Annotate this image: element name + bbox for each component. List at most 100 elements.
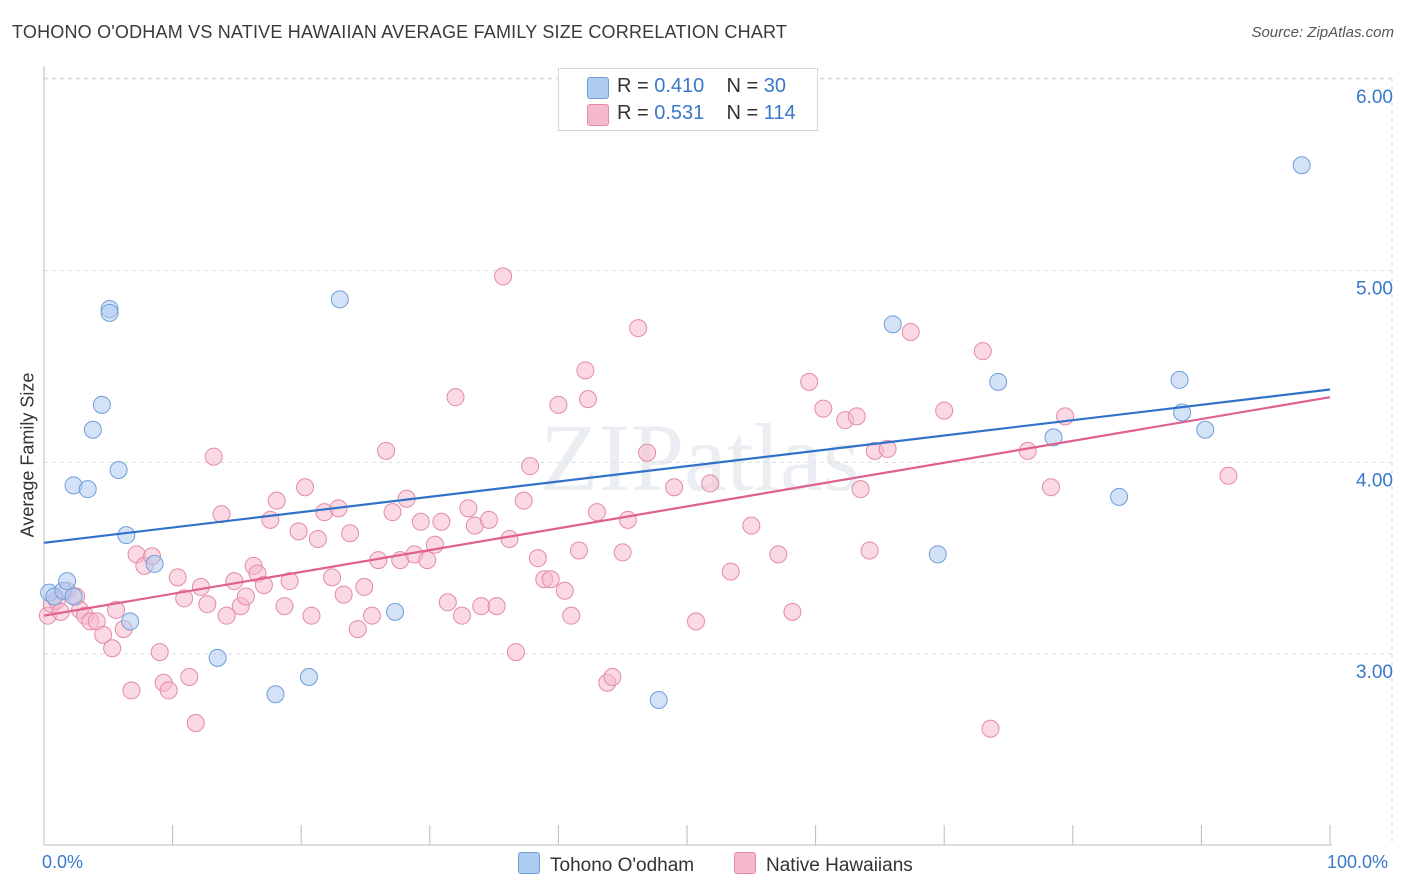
native-hawaiians-point [665, 478, 684, 497]
tohono-oodham-point [109, 461, 128, 479]
y-tick-label: 6.00 [1356, 87, 1393, 108]
legend-n-value: 114 [763, 102, 796, 124]
native-hawaiians-point [225, 572, 244, 591]
native-hawaiians-point [935, 401, 954, 420]
tohono-oodham-point [1170, 370, 1189, 389]
native-hawaiians-point [613, 543, 632, 562]
legend-swatch-series1 [587, 77, 609, 99]
native-hawaiians-point [878, 439, 897, 458]
y-tick-label: 4.00 [1356, 470, 1393, 491]
native-hawaiians-point [578, 390, 597, 409]
native-hawaiians-point [701, 474, 720, 493]
native-hawaiians-point [168, 568, 187, 587]
native-hawaiians-point [204, 447, 223, 466]
x-axis-max-label: 100.0% [1327, 852, 1389, 872]
native-hawaiians-point [186, 714, 205, 732]
native-hawaiians-point [261, 510, 280, 529]
tohono-oodham-point [208, 648, 227, 667]
native-hawaiians-point [587, 503, 606, 522]
native-hawaiians-point [302, 606, 321, 625]
native-hawaiians-point [576, 361, 595, 380]
y-tick-labels: 3.00 4.00 5.00 6.00 [1356, 87, 1393, 683]
native-hawaiians-point [742, 516, 761, 535]
native-hawaiians-point [569, 541, 588, 560]
bottom-legend-label-series2: Native Hawaiians [766, 855, 913, 876]
native-hawaiians-point [981, 719, 1000, 738]
native-hawaiians-point [175, 589, 194, 608]
legend-n-value: 30 [763, 75, 787, 97]
native-hawaiians-point [549, 395, 568, 414]
native-hawaiians-point [103, 639, 122, 658]
native-hawaiians-point [446, 388, 465, 407]
bottom-legend-series2: Native Hawaiians [734, 852, 913, 877]
tohono-oodham-point [100, 303, 119, 322]
bottom-legend-series1: Tohono O'odham [518, 852, 694, 877]
native-hawaiians-point [973, 342, 992, 361]
native-hawaiians-point [150, 643, 169, 662]
legend-swatch-series2 [587, 104, 609, 126]
chart-title: TOHONO O'ODHAM VS NATIVE HAWAIIAN AVERAG… [12, 22, 788, 42]
native-hawaiians-point [514, 491, 533, 510]
tohono-oodham-point [121, 612, 140, 631]
tohono-oodham-point [78, 480, 97, 499]
native-hawaiians-point [472, 597, 491, 616]
native-hawaiians-point [618, 510, 637, 529]
native-hawaiians-point [638, 443, 657, 462]
native-hawaiians-point [459, 499, 478, 518]
x-axis-min-label: 0.0% [42, 852, 84, 872]
native-hawaiians-point [479, 510, 498, 529]
native-hawaiians-point [521, 457, 540, 476]
legend: R = 0.410 N = 30 R = 0.531 N = 114 [558, 68, 818, 131]
native-hawaiians-point [603, 668, 622, 686]
native-hawaiians-point [769, 545, 788, 564]
native-hawaiians-point [267, 491, 286, 510]
native-hawaiians-point [308, 530, 327, 548]
native-hawaiians-point [323, 568, 342, 587]
native-hawaiians-point [687, 612, 706, 631]
native-hawaiians-point [355, 577, 374, 596]
native-hawaiians-point [94, 625, 113, 644]
watermark: ZIPatlas [540, 404, 860, 511]
native-hawaiians-point [1219, 466, 1238, 485]
native-hawaiians-point [860, 541, 879, 560]
tohono-oodham-point [64, 587, 83, 606]
native-hawaiians-point [1041, 478, 1060, 497]
trend-lines [43, 388, 1331, 617]
native-hawaiians-point [541, 570, 560, 589]
legend-n-label: N = [726, 75, 759, 97]
native-hawaiians-point [487, 597, 506, 616]
y-tick-label: 5.00 [1356, 279, 1393, 300]
native-hawaiians-point [500, 530, 519, 548]
legend-r-value: 0.531 [654, 102, 705, 124]
native-hawaiians-point [280, 572, 299, 591]
native-hawaiians-point [411, 512, 430, 531]
tohono-oodham-point [1044, 428, 1063, 447]
tohono-oodham-point [1110, 487, 1129, 506]
trend-line-native-hawaiians [43, 396, 1331, 617]
tohono-oodham-point [649, 691, 668, 709]
tohono-oodham-point [330, 290, 349, 309]
tohono-oodham-point [58, 572, 77, 591]
native-hawaiians-point [107, 600, 126, 619]
native-hawaiians-point [847, 407, 866, 426]
native-hawaiians-point [198, 595, 217, 614]
tohono-oodham-point [92, 395, 111, 414]
native-hawaiians-point [418, 551, 437, 570]
native-hawaiians-point [217, 606, 236, 625]
axes [43, 66, 1332, 846]
native-hawaiians-point [721, 562, 740, 581]
native-hawaiians-point [432, 512, 451, 531]
legend-r-value: 0.410 [654, 75, 705, 97]
native-hawaiians-point [334, 585, 353, 604]
tohono-oodham-point [883, 315, 902, 334]
native-hawaiians-point [348, 620, 367, 639]
native-hawaiians-point [122, 681, 141, 700]
series-native-hawaiians-points [38, 267, 1238, 738]
tohono-oodham-point [1292, 156, 1311, 175]
y-axis-title: Average Family Size [17, 372, 38, 538]
native-hawaiians-point [814, 399, 833, 418]
native-hawaiians-point [159, 681, 178, 700]
native-hawaiians-point [528, 549, 547, 568]
native-hawaiians-point [555, 581, 574, 600]
